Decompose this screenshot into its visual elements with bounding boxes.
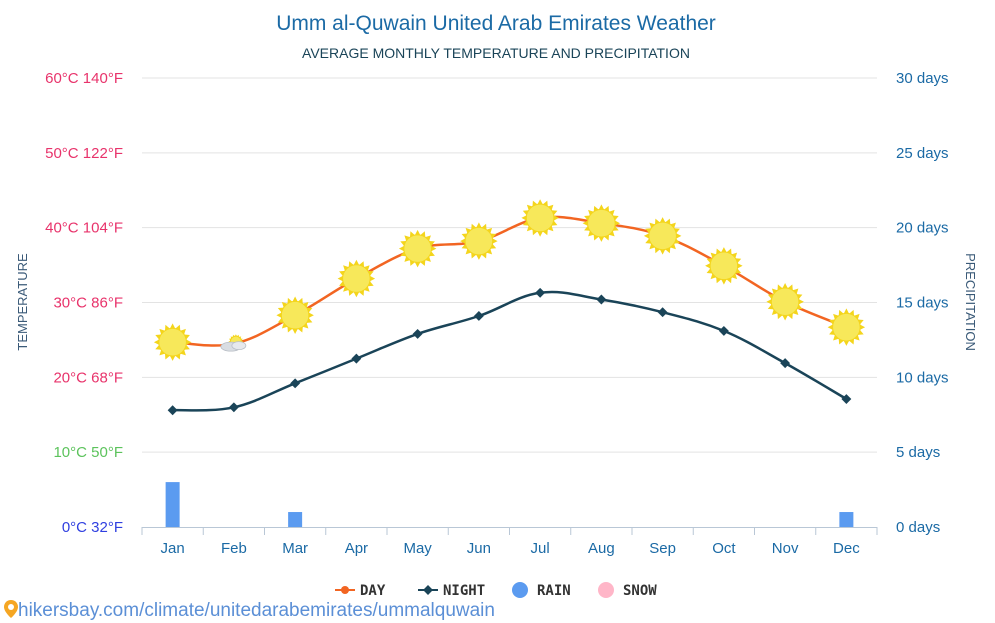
night-point [535, 287, 546, 298]
legend-label: DAY [360, 583, 386, 599]
month-label: Jul [531, 540, 550, 557]
month-label: Mar [282, 540, 308, 557]
month-label: Sep [649, 540, 676, 557]
sun-icon [643, 217, 682, 255]
grid-lines [142, 77, 877, 453]
night-point [657, 307, 668, 318]
temperature-tick-label: 60°C 140°F [45, 70, 123, 87]
legend-item-rain[interactable]: RAIN [512, 582, 571, 599]
precipitation-tick-label: 10 days [896, 369, 949, 386]
precipitation-axis-label: PRECIPITATION [963, 253, 978, 351]
sun-icon [766, 283, 804, 321]
day-temperature-line [172, 215, 847, 347]
night-point [473, 311, 484, 321]
precipitation-tick-label: 0 days [896, 519, 940, 536]
legend-marker [341, 586, 349, 594]
month-label: Jan [161, 540, 185, 557]
night-point [228, 402, 239, 413]
night-temperature-line [172, 290, 848, 412]
legend-marker [512, 582, 528, 598]
night-point [718, 325, 729, 336]
temperature-tick-label: 20°C 68°F [53, 369, 123, 386]
temperature-tick-label: 0°C 32°F [62, 519, 123, 536]
sun-icon [582, 204, 621, 242]
precipitation-tick-label: 5 days [896, 444, 940, 461]
legend-item-snow[interactable]: SNOW [598, 582, 657, 599]
month-label: Oct [712, 540, 736, 557]
sun-icon [276, 296, 314, 334]
legend-label: RAIN [537, 583, 571, 599]
sun-icon [521, 199, 559, 237]
month-label: Jun [467, 540, 491, 557]
month-label: Nov [772, 540, 799, 557]
temperature-tick-label: 50°C 122°F [45, 145, 123, 162]
night-point [167, 405, 178, 416]
legend-item-night[interactable]: NIGHT [418, 583, 485, 599]
temperature-tick-label: 10°C 50°F [53, 444, 123, 461]
temperature-tick-label: 40°C 104°F [45, 220, 123, 237]
legend-marker [423, 585, 433, 595]
chart-title: Umm al-Quwain United Arab Emirates Weath… [276, 12, 716, 35]
legend-marker [598, 582, 614, 598]
precipitation-tick-label: 15 days [896, 295, 949, 312]
night-point [841, 394, 852, 404]
source-url: hikersbay.com/climate/unitedarabemirates… [18, 600, 495, 621]
source-link[interactable]: hikersbay.com/climate/unitedarabemirates… [4, 600, 495, 622]
temperature-axis: 60°C 140°F 50°C 122°F 40°C 104°F 30°C 86°F 2… [45, 70, 123, 536]
temperature-tick-label: 30°C 86°F [53, 295, 123, 312]
sun-icon [398, 229, 437, 268]
rain-bar [839, 512, 854, 527]
sun-icon [460, 222, 498, 260]
chart-subtitle: AVERAGE MONTHLY TEMPERATURE AND PRECIPIT… [302, 45, 690, 61]
location-pin-icon [4, 600, 18, 618]
month-label: May [403, 540, 432, 557]
month-label: Aug [588, 540, 615, 557]
night-point [351, 353, 362, 364]
night-temperature-points [167, 287, 852, 416]
month-label: Apr [345, 540, 368, 557]
night-point [780, 358, 791, 369]
night-point [412, 328, 423, 339]
rain-bar [288, 512, 303, 527]
legend-label: SNOW [623, 583, 657, 599]
precipitation-axis: 30 days 25 days 20 days 15 days 10 days 5 day… [896, 70, 949, 536]
legend-label: NIGHT [443, 583, 485, 599]
precipitation-tick-label: 20 days [896, 220, 949, 237]
night-point [290, 378, 301, 389]
month-label: Feb [221, 540, 247, 557]
temperature-axis-label: TEMPERATURE [15, 253, 30, 351]
rain-bars [165, 482, 854, 527]
night-point [596, 294, 607, 305]
legend-item-day[interactable]: DAY [335, 583, 386, 599]
sun-icon [705, 247, 743, 285]
precipitation-tick-label: 30 days [896, 70, 949, 87]
sun-icon [827, 308, 866, 346]
month-label: Dec [833, 540, 860, 557]
sun-icon [153, 323, 192, 361]
month-axis: Jan Feb Mar Apr May Jun Jul Aug Sep Oct Nov Dec [141, 527, 878, 557]
legend: DAY NIGHT RAIN SNOW [335, 582, 657, 599]
sun-cloud-icon [220, 334, 247, 352]
precipitation-tick-label: 25 days [896, 145, 949, 162]
sun-icon [337, 259, 376, 298]
day-temperature-icons [153, 199, 866, 361]
rain-bar [165, 482, 180, 527]
